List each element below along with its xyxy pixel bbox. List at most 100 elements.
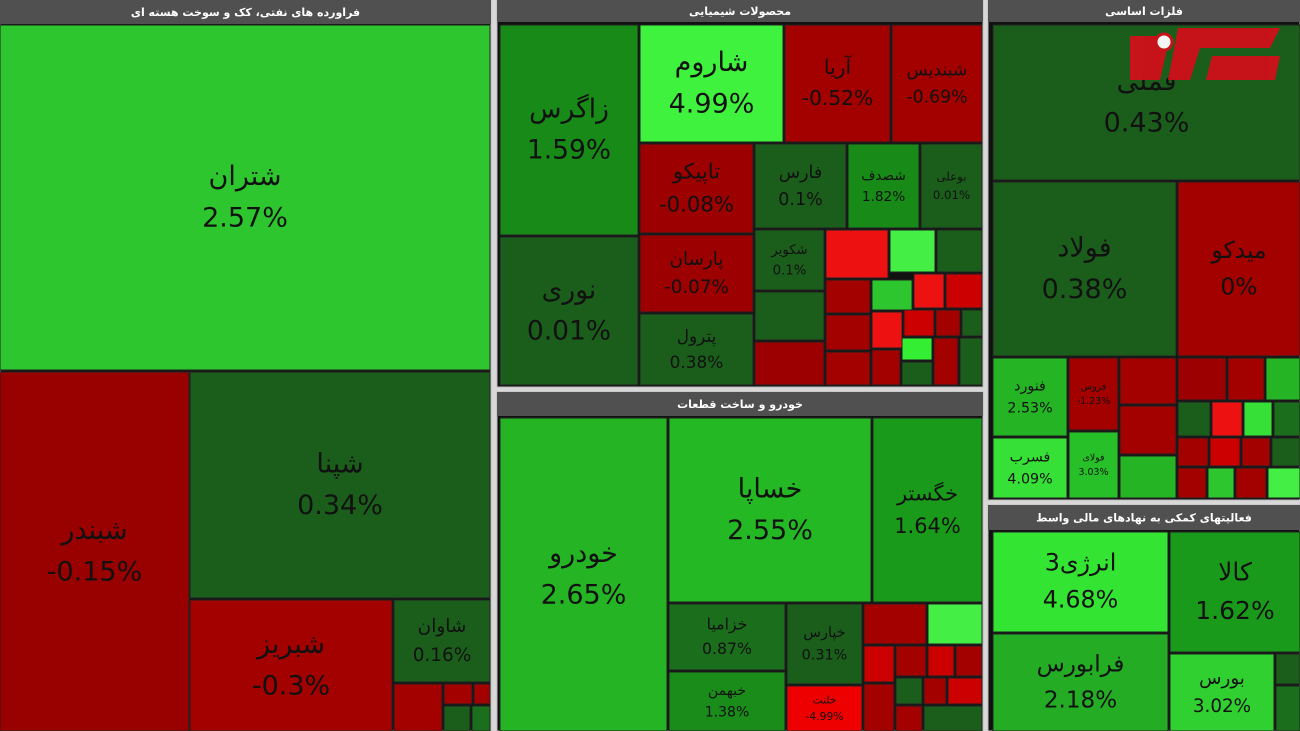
- tile: [754, 143, 847, 229]
- logo-dot: [1154, 32, 1174, 52]
- tile-change: -0.3%: [252, 671, 330, 702]
- small-tile: [871, 279, 913, 311]
- tile-name: کالا: [1218, 557, 1252, 586]
- sector-title: فلزات اساسی: [1105, 5, 1183, 18]
- tile-name: فارس: [779, 163, 823, 183]
- small-tile: [754, 291, 825, 341]
- tile-change: 4.68%: [1043, 586, 1119, 614]
- small-tile: [1177, 467, 1207, 499]
- tile: [992, 531, 1169, 633]
- tile: [992, 357, 1068, 437]
- small-tile: [961, 309, 983, 337]
- small-tile: [1265, 357, 1300, 401]
- tile: [639, 234, 754, 313]
- small-tile: [1119, 455, 1177, 499]
- tile: [847, 143, 920, 229]
- tile: [1068, 357, 1119, 431]
- tile-change: -0.69%: [906, 87, 967, 107]
- small-tile: [443, 683, 473, 705]
- small-tile: [471, 705, 491, 731]
- tile-change: 1.62%: [1195, 596, 1274, 625]
- tile-change: -0.07%: [664, 277, 729, 298]
- tile: [639, 313, 754, 386]
- tile-name: خپارس: [803, 625, 845, 641]
- tile: [786, 685, 863, 731]
- tile-name: شبریز: [255, 629, 325, 660]
- small-tile: [1177, 437, 1209, 467]
- tile-name: بوعلی: [937, 170, 967, 185]
- small-tile: [1273, 401, 1300, 437]
- sector-header: [988, 0, 1300, 22]
- tile-change: 1.59%: [527, 135, 611, 166]
- tile-name: فروس: [1081, 381, 1107, 392]
- tile-name: خودرو: [547, 538, 618, 569]
- tile-change: 2.65%: [541, 580, 627, 611]
- small-tile: [1177, 357, 1227, 401]
- tile-change: 0.43%: [1104, 108, 1190, 139]
- tile-name: پارسان: [670, 249, 724, 270]
- tile-name: میدکو: [1210, 236, 1266, 264]
- small-tile: [871, 311, 903, 349]
- sector: محصولات شیمیایی زاگرس 1.59% نوری 0.01% شاروم 4…: [496, 0, 984, 388]
- tile-change: 2.57%: [202, 203, 288, 234]
- tile: [872, 417, 983, 603]
- small-tile: [901, 361, 933, 386]
- small-tile: [1119, 405, 1177, 455]
- tile-name: خبهمن: [708, 683, 746, 699]
- small-tile: [863, 603, 927, 645]
- small-tile: [1243, 401, 1273, 437]
- tile: [754, 229, 825, 291]
- tile: [499, 417, 668, 731]
- sector-title: فعالیتهای کمکی به نهادهای مالی واسط: [1036, 512, 1252, 525]
- tile-name: شپنا: [316, 448, 363, 479]
- small-tile: [825, 314, 871, 351]
- sector: فراورده های نفتی، کک و سوخت هسته ای شتران…: [0, 0, 492, 731]
- small-tile: [913, 273, 945, 309]
- small-tile: [871, 349, 901, 386]
- tile-name: شاروم: [675, 47, 749, 78]
- small-tile: [754, 341, 825, 386]
- tile-change: -0.52%: [802, 86, 873, 110]
- tile-name: شاوان: [418, 616, 467, 637]
- tile: [992, 437, 1068, 499]
- tile: [1169, 653, 1275, 731]
- tile-change: 0.01%: [527, 316, 611, 347]
- tile-change: -0.08%: [659, 191, 734, 216]
- small-tile: [825, 279, 871, 314]
- small-tile: [923, 705, 983, 731]
- tile: [189, 371, 491, 599]
- tile-name: نوری: [542, 275, 597, 306]
- tile-change: 0.38%: [670, 352, 724, 372]
- small-tile: [945, 273, 983, 309]
- small-tile: [863, 645, 895, 683]
- small-tile: [393, 683, 443, 731]
- tile-change: 0.31%: [802, 648, 848, 664]
- tile: [668, 603, 786, 671]
- small-tile: [1267, 467, 1300, 499]
- tile-name: تاپیکو: [672, 159, 720, 184]
- sector-title: خودرو و ساخت قطعات: [677, 398, 803, 411]
- small-tile: [889, 229, 936, 273]
- tile-change: 1.64%: [894, 514, 961, 538]
- tile-change: 4.09%: [1007, 471, 1052, 487]
- small-tile: [903, 309, 935, 337]
- tile: [639, 24, 784, 143]
- sector: فعالیتهای کمکی به نهادهای مالی واسط انرژی…: [987, 504, 1300, 731]
- tile-change: 2.53%: [1007, 400, 1052, 416]
- tile-name: انرژی3: [1045, 549, 1117, 577]
- tile-name: فرابورس: [1037, 652, 1125, 678]
- tile: [992, 181, 1177, 357]
- tile-change: 0.1%: [778, 190, 822, 210]
- tile-change: 0.87%: [702, 639, 752, 658]
- tile-name: پترول: [677, 326, 717, 347]
- tile: [639, 143, 754, 234]
- small-tile: [1207, 467, 1235, 499]
- sector-header: [497, 392, 983, 416]
- tile: [891, 24, 983, 143]
- small-tile: [443, 705, 471, 731]
- small-tile: [923, 677, 947, 705]
- small-tile: [927, 645, 955, 677]
- tile: [189, 599, 393, 731]
- tile-name: فنورد: [1014, 378, 1046, 394]
